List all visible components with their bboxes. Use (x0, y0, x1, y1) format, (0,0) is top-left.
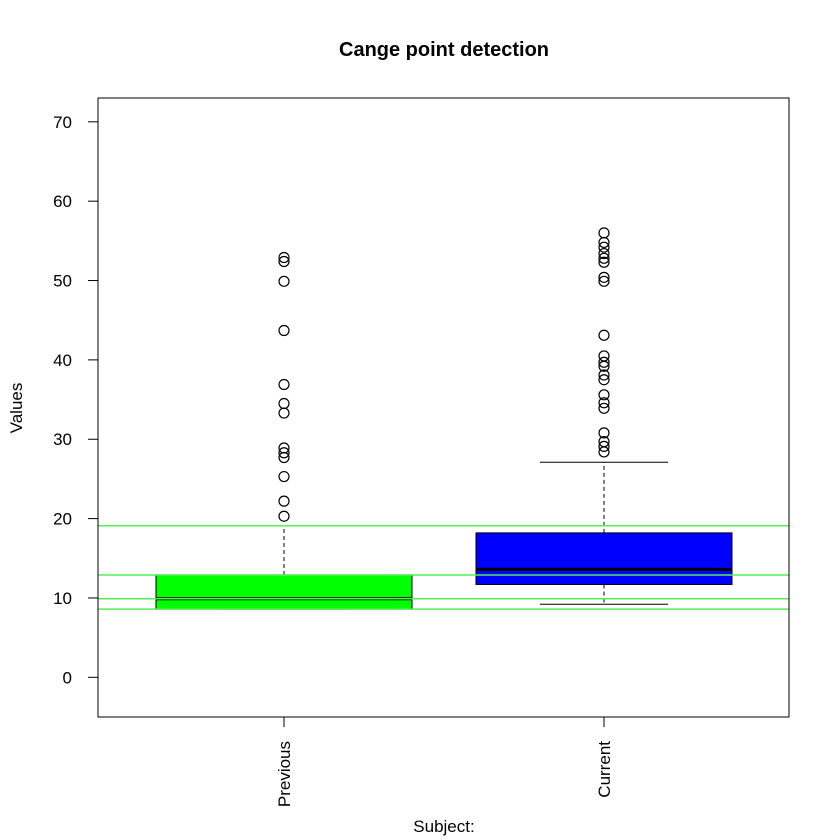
outlier-point (278, 442, 290, 454)
outlier-point (598, 329, 610, 341)
outlier-point (278, 378, 290, 391)
box-current (475, 461, 733, 605)
outlier-point (598, 271, 610, 283)
outlier-point (278, 447, 290, 459)
outlier-point (598, 369, 610, 381)
outlier-point (598, 440, 610, 452)
box-previous (155, 525, 413, 610)
x-axis-label: Subject: (413, 817, 474, 836)
y-tick-label: 40 (53, 351, 72, 370)
y-tick-label: 0 (63, 668, 72, 687)
outlier-point (598, 247, 610, 260)
x-tick-label-previous: Previous (275, 741, 294, 807)
outlier-point (598, 275, 610, 287)
outlier-point (598, 389, 610, 401)
y-tick-label: 70 (53, 113, 72, 132)
outliers (278, 227, 610, 522)
chart-title: Cange point detection (339, 39, 549, 61)
y-tick-label: 30 (53, 430, 72, 449)
outlier-point (598, 427, 610, 439)
x-axis: Previous Current (275, 717, 614, 807)
outlier-point (598, 241, 610, 253)
y-tick-label: 50 (53, 272, 72, 291)
outlier-point (278, 255, 290, 268)
plot-frame (97, 97, 790, 718)
outlier-point (278, 407, 290, 419)
outlier-point (598, 402, 610, 414)
y-axis: 0 10 20 30 40 50 60 70 (53, 113, 98, 687)
outlier-point (598, 356, 610, 368)
outlier-point (598, 252, 610, 264)
y-tick-label: 20 (53, 510, 72, 529)
outlier-point (278, 324, 290, 337)
outlier-point (598, 397, 610, 409)
outlier-point (278, 470, 290, 483)
outlier-point (278, 251, 290, 264)
boxes (155, 461, 733, 610)
outlier-point (598, 227, 610, 239)
outlier-point (278, 397, 290, 410)
outlier-point (278, 275, 290, 287)
outlier-point (598, 436, 610, 448)
iqr-box (475, 532, 733, 585)
x-tick-label-current: Current (595, 741, 614, 798)
outlier-point (598, 350, 610, 362)
outlier-point (598, 256, 610, 268)
reference-lines (98, 524, 789, 610)
outlier-point (278, 510, 290, 522)
iqr-box (155, 574, 413, 610)
y-tick-label: 10 (53, 589, 72, 608)
y-axis-label: Values (7, 383, 26, 434)
outlier-point (278, 495, 290, 507)
y-tick-label: 60 (53, 192, 72, 211)
outlier-point (598, 374, 610, 386)
